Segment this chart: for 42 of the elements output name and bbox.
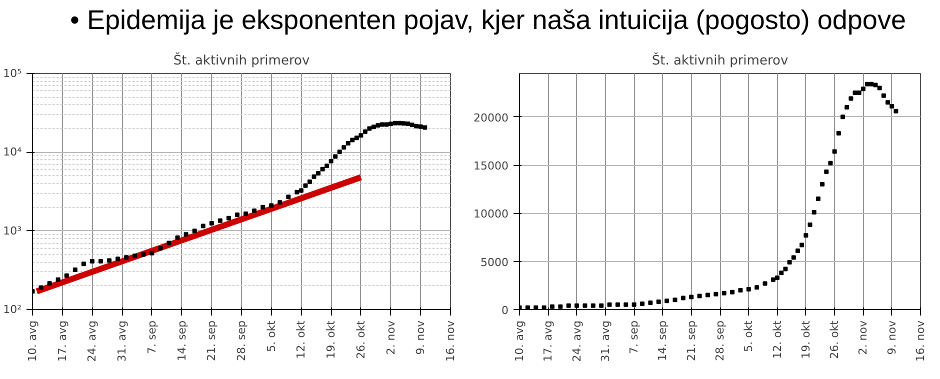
- y-tick-label: 15000: [474, 160, 509, 173]
- chart-title: Št. aktivnih primerov: [652, 52, 788, 68]
- y-tick-label: 5000: [480, 256, 509, 269]
- x-tick-label: 5. okt: [264, 320, 278, 352]
- y-tick-label: 0: [502, 304, 508, 317]
- x-tick-label: 24. avg: [570, 320, 584, 362]
- x-tick-label: 7. sep: [628, 320, 641, 354]
- x-tick-label: 5. okt: [742, 320, 756, 352]
- x-tick-label: 19. okt: [324, 320, 338, 359]
- x-tick-label: 14. sep: [175, 320, 188, 361]
- x-tick-label: 2. nov: [856, 320, 870, 355]
- y-tick-label: 10³: [3, 224, 22, 238]
- x-tick-label: 24. avg: [86, 320, 99, 362]
- x-tick-label: 12. okt: [294, 320, 308, 359]
- x-tick-label: 31. avg: [116, 320, 129, 362]
- x-tick-label: 16. nov: [444, 320, 457, 362]
- y-tick-label: 10⁴: [3, 146, 22, 159]
- x-tick-label: 26. okt: [828, 320, 842, 359]
- x-tick-label: 21. sep: [205, 320, 218, 361]
- x-tick-label: 26. okt: [354, 320, 368, 359]
- y-tick-label: 20000: [474, 111, 509, 124]
- x-tick-label: 21. sep: [684, 320, 698, 361]
- x-tick-label: 2. nov: [384, 320, 398, 355]
- chart-title: Št. aktivnih primerov: [173, 52, 310, 68]
- y-tick-label: 10⁵: [3, 67, 22, 80]
- x-tick-label: 14. sep: [656, 320, 670, 361]
- x-tick-label: 19. okt: [799, 320, 812, 359]
- x-tick-label: 10. avg: [26, 320, 39, 362]
- x-tick-label: 28. sep: [714, 320, 726, 361]
- x-tick-label: 17. avg: [56, 320, 69, 362]
- x-tick-label: 9. nov: [414, 320, 428, 355]
- y-tick-label: 10000: [474, 208, 509, 221]
- x-tick-label: 12. okt: [770, 320, 784, 359]
- x-tick-label: 17. avg: [542, 320, 555, 362]
- x-tick-label: 31. avg: [598, 320, 612, 362]
- x-tick-label: 9. nov: [885, 320, 898, 355]
- x-tick-label: 10. avg: [513, 320, 526, 362]
- x-tick-label: 7. sep: [145, 320, 158, 354]
- y-tick-label: 10²: [3, 303, 22, 316]
- text: • Epidemija je eksponenten pojav, kjer naša intuicija (pogosto) odpove: [70, 4, 906, 37]
- x-tick-label: 28. sep: [235, 320, 248, 361]
- x-tick-label: 16. nov: [914, 320, 927, 362]
